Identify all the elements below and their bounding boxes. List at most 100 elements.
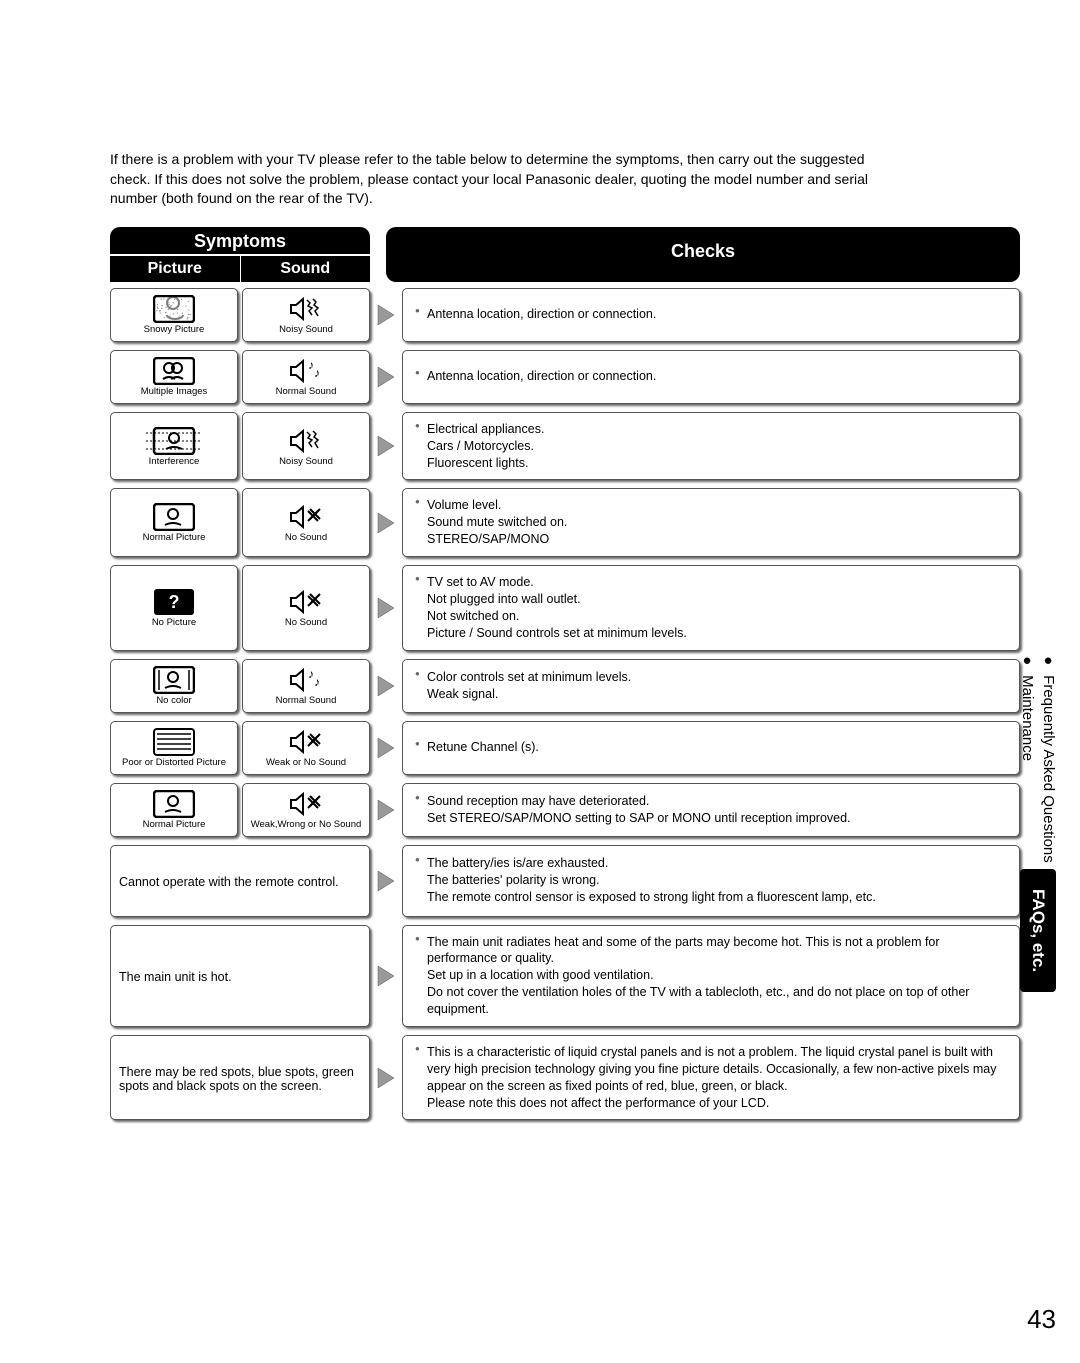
picture-cell: Snowy Picture	[110, 288, 238, 342]
check-line: Set STEREO/SAP/MONO setting to SAP or MO…	[417, 810, 1009, 827]
symptom-row: Multiple Images ♪♪ Normal Sound Antenna …	[110, 350, 1020, 404]
sound-icon: ♪♪	[288, 667, 324, 693]
symptom-row: The main unit is hot. The main unit radi…	[110, 925, 1020, 1027]
picture-label: Normal Picture	[143, 819, 206, 830]
picture-cell: No color	[110, 659, 238, 713]
check-line: TV set to AV mode.	[417, 574, 1009, 591]
picture-cell: ? No Picture	[110, 565, 238, 651]
sound-cell: Noisy Sound	[242, 412, 370, 481]
check-line: Volume level.	[417, 497, 1009, 514]
svg-text:♪: ♪	[314, 366, 320, 380]
check-line: Do not cover the ventilation holes of th…	[417, 984, 1009, 1018]
check-line: Not plugged into wall outlet.	[417, 591, 1009, 608]
checks-cell: Volume level.Sound mute switched on.STER…	[402, 488, 1020, 557]
symptom-row: Poor or Distorted Picture Weak or No Sou…	[110, 721, 1020, 775]
header-checks: Checks	[386, 227, 1020, 282]
symptom-text: The main unit is hot.	[119, 970, 232, 984]
arrow-icon	[374, 1035, 398, 1121]
picture-label: Snowy Picture	[144, 324, 205, 335]
header-symptoms: Symptoms Picture Sound	[110, 227, 370, 282]
checks-cell: Color controls set at minimum levels.Wea…	[402, 659, 1020, 713]
check-line: Antenna location, direction or connectio…	[417, 368, 1009, 385]
arrow-icon	[374, 350, 398, 404]
arrow-icon	[374, 721, 398, 775]
picture-icon: ?	[153, 589, 195, 615]
check-line: Sound mute switched on.	[417, 514, 1009, 531]
header-picture: Picture	[110, 256, 241, 282]
side-tab: ● Frequently Asked Questions ● Maintenan…	[1016, 650, 1060, 992]
arrow-icon	[374, 659, 398, 713]
check-line: Cars / Motorcycles.	[417, 438, 1009, 455]
arrow-icon	[374, 488, 398, 557]
checks-cell: The battery/ies is/are exhausted.The bat…	[402, 845, 1020, 917]
sound-icon	[288, 296, 324, 322]
symptom-row: Snowy Picture Noisy Sound Antenna locati…	[110, 288, 1020, 342]
picture-icon	[153, 667, 195, 693]
symptom-text: Cannot operate with the remote control.	[119, 875, 339, 889]
picture-label: Normal Picture	[143, 532, 206, 543]
picture-cell: Normal Picture	[110, 488, 238, 557]
symptom-row: Cannot operate with the remote control. …	[110, 845, 1020, 917]
picture-icon	[153, 729, 195, 755]
svg-text:?: ?	[169, 592, 180, 612]
checks-cell: This is a characteristic of liquid cryst…	[402, 1035, 1020, 1121]
picture-cell: Interference	[110, 412, 238, 481]
header-sound: Sound	[241, 256, 371, 282]
picture-label: Multiple Images	[141, 386, 208, 397]
picture-icon	[153, 504, 195, 530]
picture-label: No Picture	[152, 617, 196, 628]
picture-icon	[153, 358, 195, 384]
check-line: Set up in a location with good ventilati…	[417, 967, 1009, 984]
arrow-icon	[374, 845, 398, 917]
check-line: Picture / Sound controls set at minimum …	[417, 625, 1009, 642]
check-line: The main unit radiates heat and some of …	[417, 934, 1009, 968]
checks-cell: Electrical appliances.Cars / Motorcycles…	[402, 412, 1020, 481]
check-line: Retune Channel (s).	[417, 739, 1009, 756]
symptom-text: There may be red spots, blue spots, gree…	[119, 1065, 361, 1093]
symptom-text-cell: The main unit is hot.	[110, 925, 370, 1027]
symptom-text-cell: Cannot operate with the remote control.	[110, 845, 370, 917]
sound-label: No Sound	[285, 617, 327, 628]
picture-label: Interference	[149, 456, 200, 467]
table-header: Symptoms Picture Sound Checks	[110, 227, 1020, 282]
check-line: Fluorescent lights.	[417, 455, 1009, 472]
check-line: This is a characteristic of liquid cryst…	[417, 1044, 1009, 1095]
sound-icon: ♪♪	[288, 358, 324, 384]
picture-cell: Poor or Distorted Picture	[110, 721, 238, 775]
sound-cell: Noisy Sound	[242, 288, 370, 342]
checks-cell: Retune Channel (s).	[402, 721, 1020, 775]
header-symptoms-label: Symptoms	[194, 231, 286, 251]
check-line: Color controls set at minimum levels.	[417, 669, 1009, 686]
sound-label: Weak or No Sound	[266, 757, 346, 768]
intro-text: If there is a problem with your TV pleas…	[110, 150, 890, 209]
picture-icon	[153, 296, 195, 322]
check-line: The remote control sensor is exposed to …	[417, 889, 1009, 906]
checks-cell: The main unit radiates heat and some of …	[402, 925, 1020, 1027]
checks-cell: Antenna location, direction or connectio…	[402, 288, 1020, 342]
check-line: STEREO/SAP/MONO	[417, 531, 1009, 548]
check-line: Please note this does not affect the per…	[417, 1095, 1009, 1112]
symptom-row: ? No Picture No Sound TV set to AV mode.…	[110, 565, 1020, 651]
checks-cell: TV set to AV mode.Not plugged into wall …	[402, 565, 1020, 651]
check-line: The battery/ies is/are exhausted.	[417, 855, 1009, 872]
sound-label: Weak,Wrong or No Sound	[251, 819, 362, 830]
checks-cell: Sound reception may have deteriorated.Se…	[402, 783, 1020, 837]
sound-icon	[288, 428, 324, 454]
sound-icon	[288, 791, 324, 817]
check-line: Sound reception may have deteriorated.	[417, 793, 1009, 810]
sound-label: Noisy Sound	[279, 456, 333, 467]
sound-cell: ♪♪ Normal Sound	[242, 350, 370, 404]
side-black-tab: FAQs, etc.	[1020, 869, 1056, 992]
check-line: Weak signal.	[417, 686, 1009, 703]
picture-icon	[146, 428, 202, 454]
sound-icon	[288, 504, 324, 530]
symptom-row: Normal Picture Weak,Wrong or No Sound So…	[110, 783, 1020, 837]
checks-cell: Antenna location, direction or connectio…	[402, 350, 1020, 404]
arrow-icon	[374, 925, 398, 1027]
picture-label: Poor or Distorted Picture	[122, 757, 226, 768]
sound-cell: Weak,Wrong or No Sound	[242, 783, 370, 837]
check-line: Not switched on.	[417, 608, 1009, 625]
arrow-icon	[374, 783, 398, 837]
page-number: 43	[1027, 1304, 1056, 1335]
arrow-icon	[374, 288, 398, 342]
